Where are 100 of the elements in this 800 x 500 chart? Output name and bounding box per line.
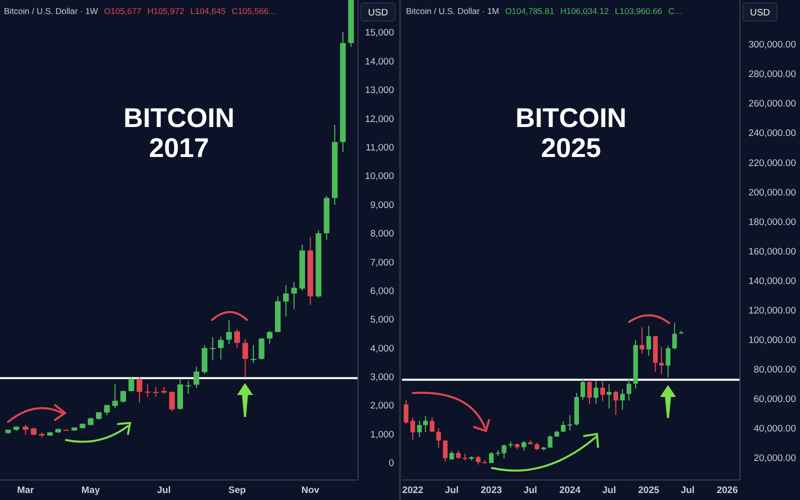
y-axis-title: USD	[750, 8, 770, 18]
candlestick	[600, 380, 605, 402]
candlestick	[580, 378, 586, 400]
x-tick-label: 2024	[559, 485, 582, 496]
y-tick-label: 8,000	[370, 228, 394, 240]
candlestick	[234, 328, 240, 349]
annotation: H106,034.12	[560, 6, 610, 16]
candlestick	[112, 384, 118, 409]
candlestick	[594, 380, 598, 404]
text: BITCOIN 2025	[516, 103, 626, 163]
candlestick	[185, 380, 192, 394]
x-tick-label: 2023	[480, 485, 502, 496]
y-tick-label: 80,000.00	[754, 364, 796, 376]
x-tick-label: Jul	[444, 485, 459, 496]
unit-label-box: USD	[360, 2, 396, 22]
y-tick-label: 300,000.00	[748, 40, 796, 51]
y-tick-label: 9,000	[370, 200, 394, 211]
candlestick	[666, 345, 670, 378]
candlestick	[266, 330, 273, 344]
candlestick	[226, 319, 232, 345]
candlestick	[169, 391, 175, 412]
y-tick-label: 220,000.00	[748, 158, 796, 169]
y-tick-label: 120,000.00	[748, 305, 796, 316]
y-axis-title: USD	[368, 8, 388, 18]
y-tick-label: 0	[388, 458, 394, 470]
y-tick-label: 260,000.00	[748, 98, 796, 110]
candlestick	[194, 366, 200, 389]
y-tick-label: 15,000	[364, 28, 394, 39]
unit-label-box: USD	[742, 2, 778, 22]
candlestick	[242, 338, 248, 378]
y-tick-label: 20,000.00	[754, 453, 796, 464]
y-tick-label: 140,000.00	[748, 276, 796, 287]
candlestick	[548, 434, 552, 449]
candlestick	[258, 337, 264, 360]
annotation: C...	[668, 6, 682, 16]
candlestick	[291, 282, 297, 310]
candlestick	[152, 386, 159, 398]
y-tick-label: 12,000	[364, 114, 394, 125]
candlestick	[218, 336, 224, 360]
candlestick	[620, 388, 625, 410]
candlestick	[436, 428, 441, 448]
candlestick	[136, 376, 142, 404]
annotation: O105,677	[104, 6, 142, 16]
annotation: L104,645	[190, 6, 226, 16]
x-tick-label: Jul	[680, 485, 695, 496]
y-tick-label: 40,000.00	[754, 424, 796, 435]
x-tick-label: Jul	[602, 485, 616, 496]
y-tick-label: 3,000	[370, 372, 394, 384]
candlestick	[210, 336, 216, 361]
candlestick	[120, 390, 126, 404]
candlestick	[640, 326, 644, 354]
x-tick-label: Sep	[228, 485, 246, 496]
y-tick-label: 100,000.00	[748, 335, 796, 346]
x-tick-label: 2022	[402, 485, 424, 496]
candlestick	[613, 390, 618, 416]
y-tick-label: 6,000	[370, 286, 394, 297]
annotation: C105,566...	[232, 6, 276, 16]
x-tick-label: Jul	[523, 485, 538, 496]
x-tick-label: May	[81, 485, 101, 496]
y-tick-label: 180,000.00	[748, 216, 796, 228]
candlestick	[626, 378, 632, 401]
candlestick	[423, 416, 428, 433]
text: Bitcoin / U.S. Dollar · 1W	[4, 6, 98, 16]
annotation: O104,785.81	[505, 6, 554, 16]
y-tick-label: 280,000.00	[748, 69, 796, 80]
y-tick-label: 7,000	[370, 257, 394, 268]
x-tick-label: Mar	[17, 485, 34, 496]
y-tick-label: 11,000	[366, 142, 394, 154]
candlestick	[22, 424, 28, 436]
candlestick	[606, 384, 612, 409]
candlestick	[646, 325, 652, 356]
y-tick-label: 13,000	[364, 85, 394, 96]
x-tick-label: 2025	[638, 485, 660, 496]
candlestick	[430, 417, 434, 432]
candlestick	[250, 344, 256, 364]
candlestick	[128, 376, 134, 392]
x-tick-label: Nov	[301, 485, 320, 496]
candlestick	[410, 417, 416, 440]
candlestick	[659, 346, 664, 375]
text: Bitcoin / U.S. Dollar · 1M	[406, 6, 500, 16]
candlestick	[417, 420, 422, 438]
annotation: L103,960.66	[614, 6, 662, 16]
candlestick	[568, 414, 572, 432]
candlestick	[283, 284, 289, 317]
x-tick-label: 2026	[716, 485, 738, 496]
y-tick-label: 160,000.00	[748, 246, 796, 258]
candlestick	[672, 322, 677, 350]
y-tick-label: 5,000	[370, 314, 394, 326]
candlestick	[442, 440, 448, 462]
x-tick-label: Jul	[157, 485, 171, 496]
candlestick	[587, 379, 592, 404]
y-tick-label: 2,000	[370, 400, 394, 412]
y-tick-label: 4,000	[370, 343, 394, 354]
y-tick-label: 240,000.00	[748, 128, 796, 140]
text: BITCOIN 2017	[124, 103, 234, 163]
y-tick-label: 200,000.00	[748, 187, 796, 198]
y-tick-label: 14,000	[364, 56, 394, 68]
y-tick-label: 1,000	[370, 429, 394, 440]
y-tick-label: 10,000	[364, 171, 394, 182]
annotation: H105,972	[147, 6, 184, 16]
